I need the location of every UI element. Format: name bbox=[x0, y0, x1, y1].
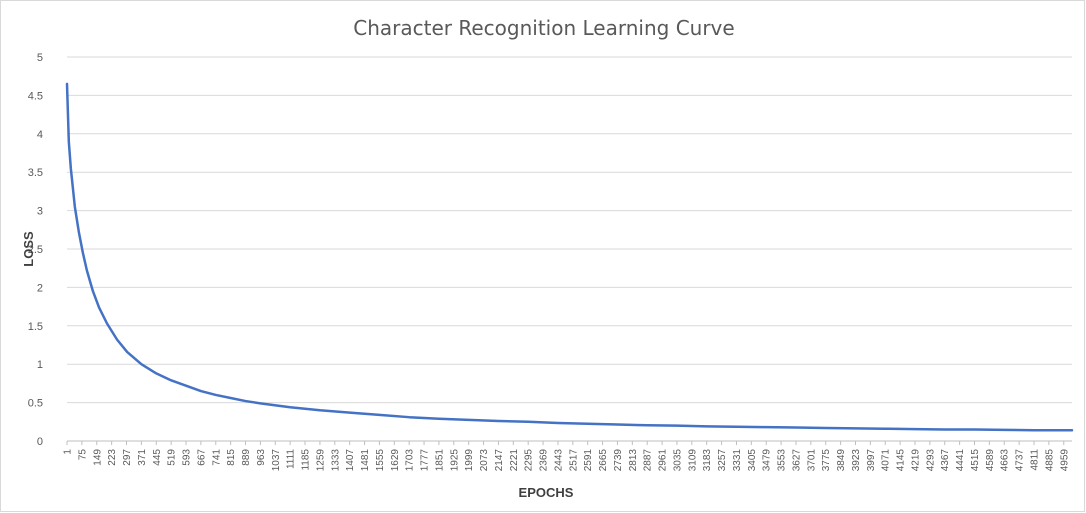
x-tick-label: 1851 bbox=[434, 449, 445, 472]
x-tick-label: 2073 bbox=[479, 449, 490, 472]
x-tick-label: 2887 bbox=[643, 449, 654, 472]
x-tick-label: 741 bbox=[211, 449, 222, 466]
x-tick-label: 4367 bbox=[940, 449, 951, 472]
x-tick-label: 3331 bbox=[732, 449, 743, 472]
x-tick-label: 1925 bbox=[449, 449, 460, 472]
x-tick-label: 4959 bbox=[1059, 449, 1070, 472]
x-tick-label: 4737 bbox=[1015, 449, 1026, 472]
x-tick-label: 1333 bbox=[330, 449, 341, 472]
x-tick-label: 2443 bbox=[553, 449, 564, 472]
y-tick-label: 4.5 bbox=[28, 90, 43, 102]
y-tick-label: 3.5 bbox=[28, 167, 43, 179]
x-tick-label: 1999 bbox=[464, 449, 475, 472]
x-tick-label: 2221 bbox=[509, 449, 520, 472]
y-tick-label: 1 bbox=[37, 359, 43, 371]
x-tick-label: 2147 bbox=[494, 449, 505, 472]
x-tick-label: 297 bbox=[122, 449, 133, 466]
x-tick-label: 4663 bbox=[1000, 449, 1011, 472]
x-tick-label: 149 bbox=[92, 449, 103, 466]
x-tick-label: 445 bbox=[152, 449, 163, 466]
x-tick-label: 3997 bbox=[866, 449, 877, 472]
x-tick-label: 889 bbox=[241, 449, 252, 466]
x-axis-title: EPOCHS bbox=[519, 485, 574, 500]
x-tick-label: 815 bbox=[226, 449, 237, 466]
x-tick-label: 593 bbox=[182, 449, 193, 466]
series-layer bbox=[65, 82, 1074, 432]
x-tick-label: 2665 bbox=[598, 449, 609, 472]
x-tick-label: 3849 bbox=[836, 449, 847, 472]
x-tick-label: 4885 bbox=[1044, 449, 1055, 472]
x-tick-label: 519 bbox=[167, 449, 178, 466]
x-tick-label: 3701 bbox=[806, 449, 817, 472]
gridlines bbox=[67, 56, 1072, 442]
x-tick-label: 3109 bbox=[687, 449, 698, 472]
x-tick-label: 3183 bbox=[702, 449, 713, 472]
x-tick-label: 1037 bbox=[271, 449, 282, 472]
y-tick-label: 3 bbox=[37, 206, 43, 218]
x-tick-label: 3257 bbox=[717, 449, 728, 472]
x-tick-label: 963 bbox=[256, 449, 267, 466]
x-tick-label: 2369 bbox=[539, 449, 550, 472]
x-tick-label: 4811 bbox=[1030, 449, 1041, 471]
x-tick-label: 3405 bbox=[747, 449, 758, 472]
series-line-loss bbox=[65, 82, 1074, 432]
x-tick-label: 2517 bbox=[568, 449, 579, 472]
x-tick-label: 1629 bbox=[390, 449, 401, 472]
x-tick-label: 2295 bbox=[524, 449, 535, 472]
x-tick-label: 2813 bbox=[628, 449, 639, 472]
x-tick-label: 1481 bbox=[360, 449, 371, 472]
x-tick-label: 3035 bbox=[672, 449, 683, 472]
x-tick-label: 223 bbox=[107, 449, 118, 466]
x-tick-label: 2739 bbox=[613, 449, 624, 472]
x-tick-label: 3775 bbox=[821, 449, 832, 472]
x-tick-label: 1185 bbox=[301, 449, 312, 471]
y-axis-ticks: 0 0.5 1 1.5 2 2.5 3 3.5 4 4.5 5 bbox=[28, 52, 43, 448]
x-tick-label: 1 bbox=[63, 449, 74, 455]
x-tick-label: 4515 bbox=[970, 449, 981, 472]
y-tick-label: 0.5 bbox=[28, 398, 43, 410]
x-tick-label: 1407 bbox=[345, 449, 356, 472]
x-tick-label: 3553 bbox=[777, 449, 788, 472]
x-tick-label: 371 bbox=[137, 449, 148, 466]
x-tick-label: 3627 bbox=[791, 449, 802, 472]
x-tick-label: 1259 bbox=[315, 449, 326, 472]
y-tick-label: 0 bbox=[37, 436, 43, 448]
y-tick-label: 1.5 bbox=[28, 321, 43, 333]
x-tick-label: 1777 bbox=[420, 449, 431, 472]
x-tick-label: 2961 bbox=[658, 449, 669, 472]
x-tick-label: 1555 bbox=[375, 449, 386, 472]
y-axis-title: LOSS bbox=[21, 231, 36, 267]
y-tick-label: 5 bbox=[37, 52, 43, 64]
x-tick-label: 4589 bbox=[985, 449, 996, 472]
x-tick-label: 4441 bbox=[955, 449, 966, 472]
x-tick-label: 1703 bbox=[405, 449, 416, 472]
x-tick-label: 3923 bbox=[851, 449, 862, 472]
y-tick-label: 4 bbox=[37, 129, 43, 141]
x-tick-label: 667 bbox=[196, 449, 207, 466]
x-axis-ticks: 1 75 149 223 297 371 445 519 593 667 741 815 889 963 1… bbox=[63, 441, 1070, 472]
x-tick-label: 1111 bbox=[286, 449, 297, 469]
x-tick-label: 2591 bbox=[583, 449, 594, 472]
y-tick-label: 2.5 bbox=[28, 244, 43, 256]
x-tick-label: 4145 bbox=[896, 449, 907, 472]
x-tick-label: 75 bbox=[77, 449, 88, 461]
x-tick-label: 4071 bbox=[881, 449, 892, 472]
y-tick-label: 2 bbox=[37, 282, 43, 294]
x-tick-label: 4219 bbox=[910, 449, 921, 472]
chart-title: Character Recognition Learning Curve bbox=[353, 16, 734, 40]
x-tick-label: 3479 bbox=[762, 449, 773, 472]
x-tick-label: 4293 bbox=[925, 449, 936, 472]
